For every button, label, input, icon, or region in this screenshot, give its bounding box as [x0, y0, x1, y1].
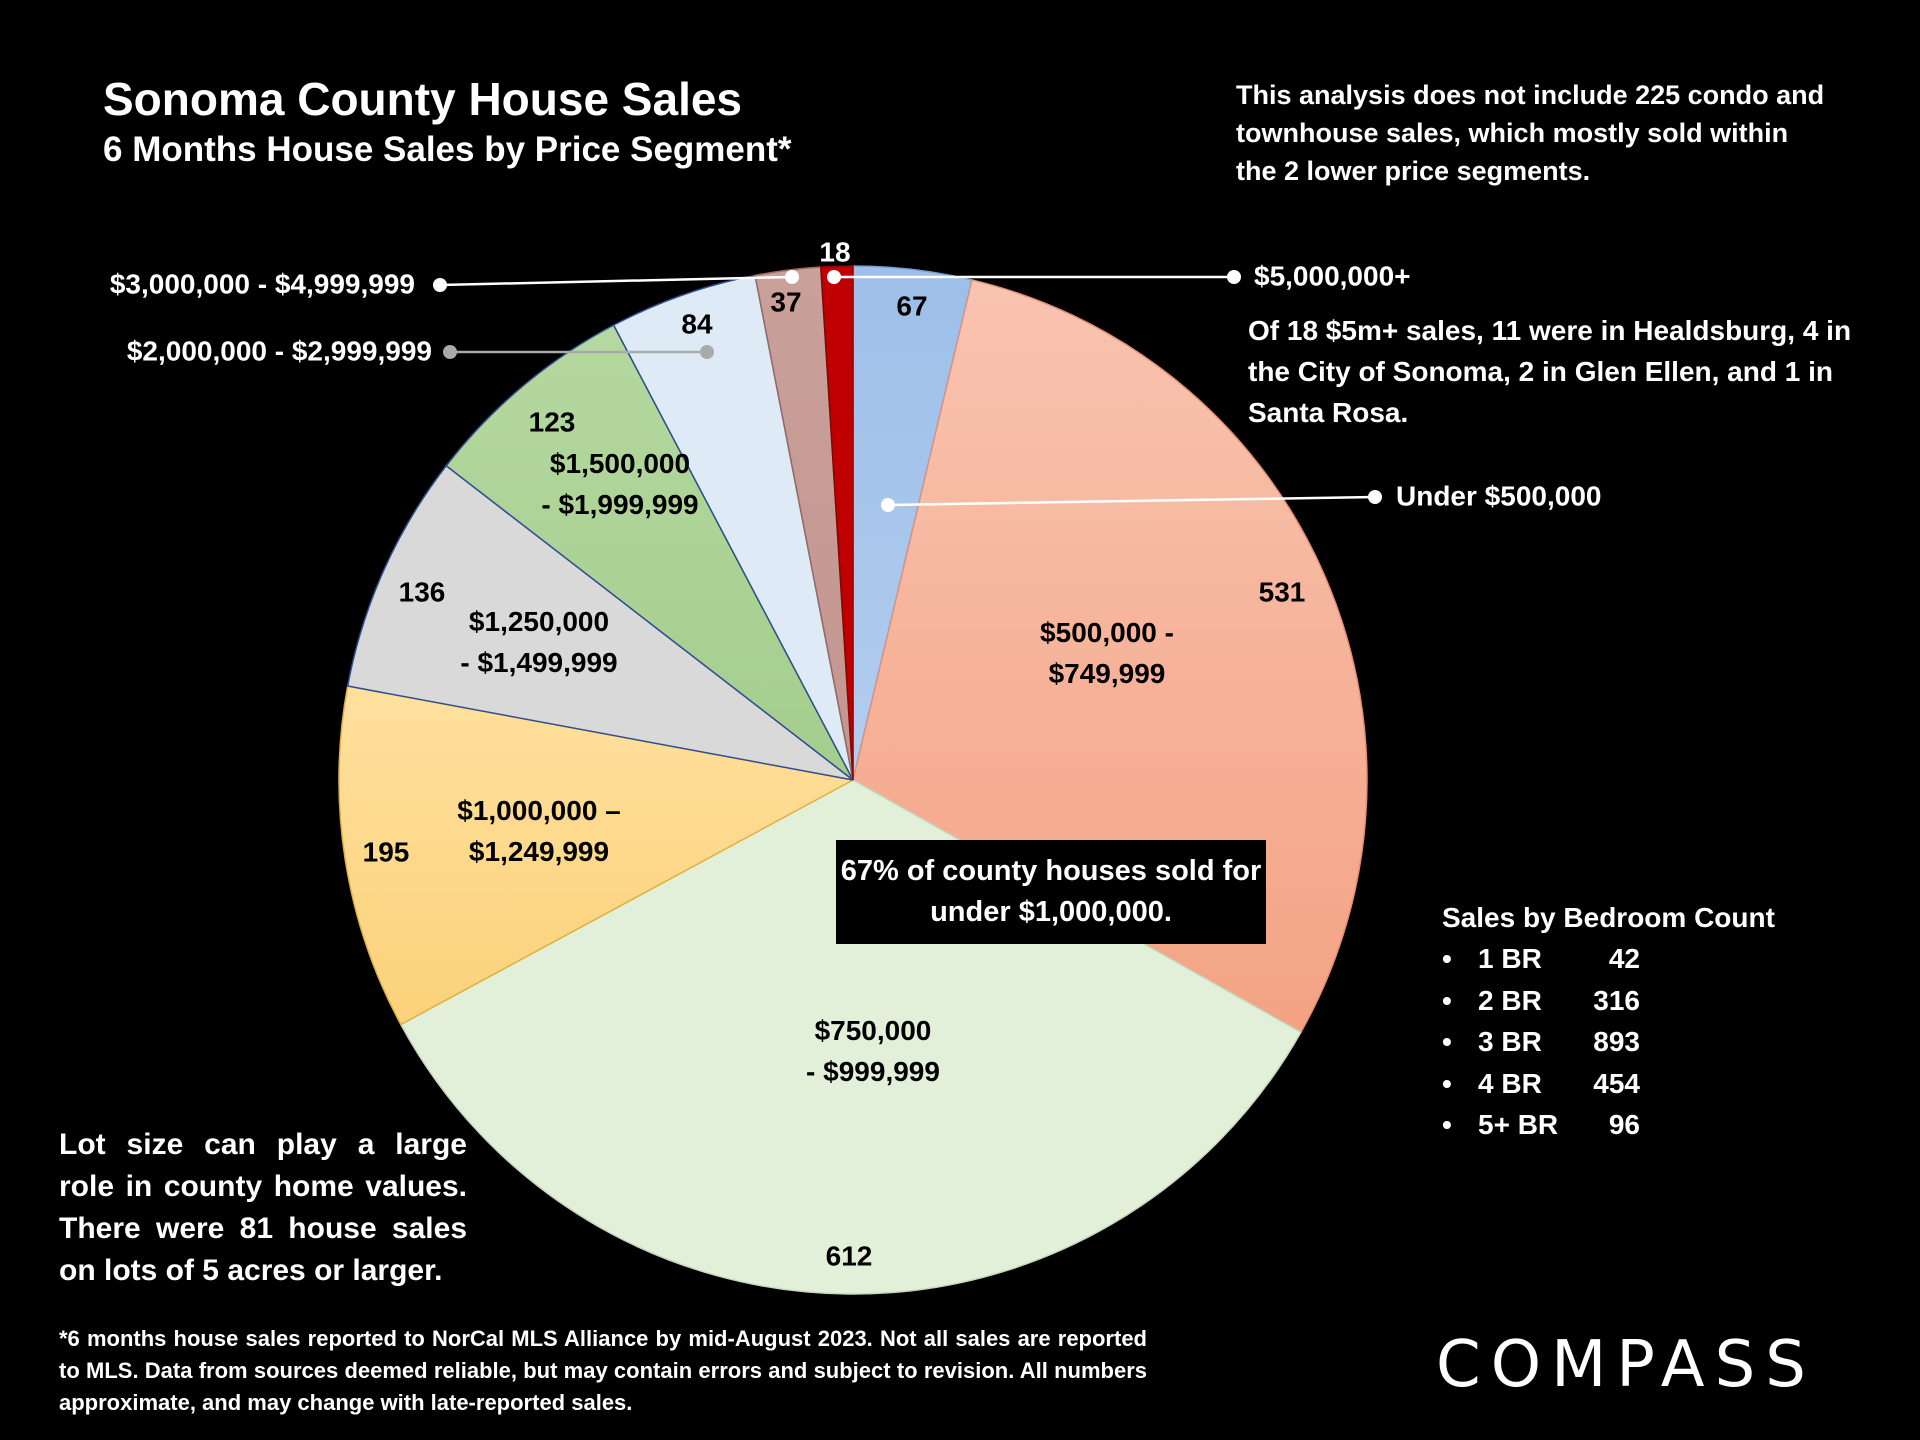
- chart-title: Sonoma County House Sales: [103, 73, 743, 125]
- leader-dot: [881, 498, 895, 512]
- footnote: *6 months house sales reported to NorCal…: [59, 1326, 1147, 1415]
- category-label-1-500-000-1-999-999: $1,500,000 - $1,999,999: [541, 448, 698, 520]
- category-label-500-000-749-999: $500,000 - $749,999: [1040, 617, 1174, 689]
- pie-slice-5-000-000: [819, 265, 854, 781]
- category-label-2-000-000-2-999-999: $2,000,000 - $2,999,999: [127, 335, 432, 366]
- leader-dot: [700, 345, 714, 359]
- bedroom-label: 3 BR: [1478, 1026, 1542, 1057]
- pie-slice-1-250-000-1-499-999: [346, 464, 854, 781]
- category-label-line: $1,500,000: [550, 448, 690, 479]
- value-label-1-500-000-1-999-999: 123: [529, 406, 576, 437]
- bullet: •: [1442, 1109, 1452, 1140]
- category-label-line: $1,250,000: [469, 606, 609, 637]
- bedroom-label: 2 BR: [1478, 984, 1542, 1016]
- category-label-under-500-000: Under $500,000: [1396, 480, 1601, 511]
- category-label-line: $750,000: [815, 1015, 932, 1046]
- condo-exclusion-note: This analysis does not include 225 condo…: [1236, 80, 1825, 186]
- value-label-1-250-000-1-499-999: 136: [399, 576, 446, 607]
- bedroom-count: 96: [1608, 1109, 1640, 1140]
- bedroom-count: 42: [1608, 943, 1640, 974]
- bedroom-row: • 1 BR 42: [1442, 938, 1775, 980]
- value-label-750-000-999-999: 612: [826, 1240, 873, 1271]
- under-1m-callout: 67% of county houses sold for under $1,0…: [836, 840, 1266, 944]
- category-label-line: $1,000,000 –: [457, 795, 621, 826]
- bullet: •: [1442, 1067, 1452, 1099]
- lot-size-note: Lot size can play a large role in county…: [59, 1128, 467, 1287]
- value-label-under-500-000: 67: [896, 290, 927, 321]
- bullet: •: [1442, 943, 1452, 974]
- bullet: •: [1442, 1026, 1452, 1057]
- chart-subtitle: 6 Months House Sales by Price Segment*: [103, 130, 792, 169]
- bedroom-row: • 2 BR 316: [1442, 980, 1775, 1022]
- leader-dot: [443, 345, 457, 359]
- category-label-line: $1,249,999: [469, 836, 609, 867]
- bedroom-count-list: Sales by Bedroom Count • 1 BR 42 • 2 BR …: [1442, 902, 1775, 1146]
- leader-dot: [827, 270, 841, 284]
- category-label-line: $500,000 -: [1040, 617, 1174, 648]
- category-label-750-000-999-999: $750,000 - $999,999: [806, 1015, 940, 1087]
- pie-slice-1-500-000-1-999-999: [445, 324, 854, 781]
- compass-logo: COMPASS: [1436, 1328, 1816, 1402]
- category-label-3-000-000-4-999-999: $3,000,000 - $4,999,999: [110, 268, 415, 299]
- category-label-line: - $1,999,999: [541, 489, 698, 520]
- value-label-500-000-749-999: 531: [1259, 576, 1306, 607]
- bedroom-label: 1 BR: [1478, 943, 1542, 974]
- category-label-line: - $999,999: [806, 1056, 940, 1087]
- bedroom-count: 316: [1593, 984, 1640, 1016]
- category-label-1-000-000-1-249-999: $1,000,000 – $1,249,999: [457, 795, 621, 867]
- bedroom-row: • 5+ BR 96: [1442, 1104, 1775, 1146]
- category-label-line: - $1,499,999: [460, 647, 617, 678]
- value-label-1-000-000-1-249-999: 195: [363, 836, 410, 867]
- category-label-1-250-000-1-499-999: $1,250,000 - $1,499,999: [460, 606, 617, 678]
- bedroom-count: 893: [1593, 1026, 1640, 1057]
- bedroom-label: 5+ BR: [1478, 1109, 1559, 1140]
- bedroom-label: 4 BR: [1478, 1067, 1542, 1099]
- pie-slice-1-000-000-1-249-999: [338, 685, 856, 1026]
- bedroom-row: • 4 BR 454: [1442, 1063, 1775, 1105]
- luxury-sales-note: Of 18 $5m+ sales, 11 were in Healdsburg,…: [1248, 315, 1852, 428]
- leader-line-under-500-000: [887, 495, 1376, 507]
- value-label-3-000-000-4-999-999: 37: [770, 286, 801, 317]
- leader-dot: [1368, 490, 1382, 504]
- value-label-5-000-000: 18: [819, 236, 850, 267]
- leader-dot: [1227, 270, 1241, 284]
- leader-line-3-000-000-4-999-999: [439, 275, 793, 287]
- bedroom-row: • 3 BR 893: [1442, 1021, 1775, 1063]
- leader-dot: [433, 278, 447, 292]
- leader-dot: [785, 270, 799, 284]
- value-label-2-000-000-2-999-999: 84: [681, 308, 713, 339]
- category-label-5-000-000: $5,000,000+: [1254, 260, 1411, 291]
- bullet: •: [1442, 984, 1452, 1016]
- category-label-line: $749,999: [1049, 658, 1166, 689]
- bedroom-count-heading: Sales by Bedroom Count: [1442, 902, 1775, 933]
- bedroom-count: 454: [1593, 1067, 1640, 1099]
